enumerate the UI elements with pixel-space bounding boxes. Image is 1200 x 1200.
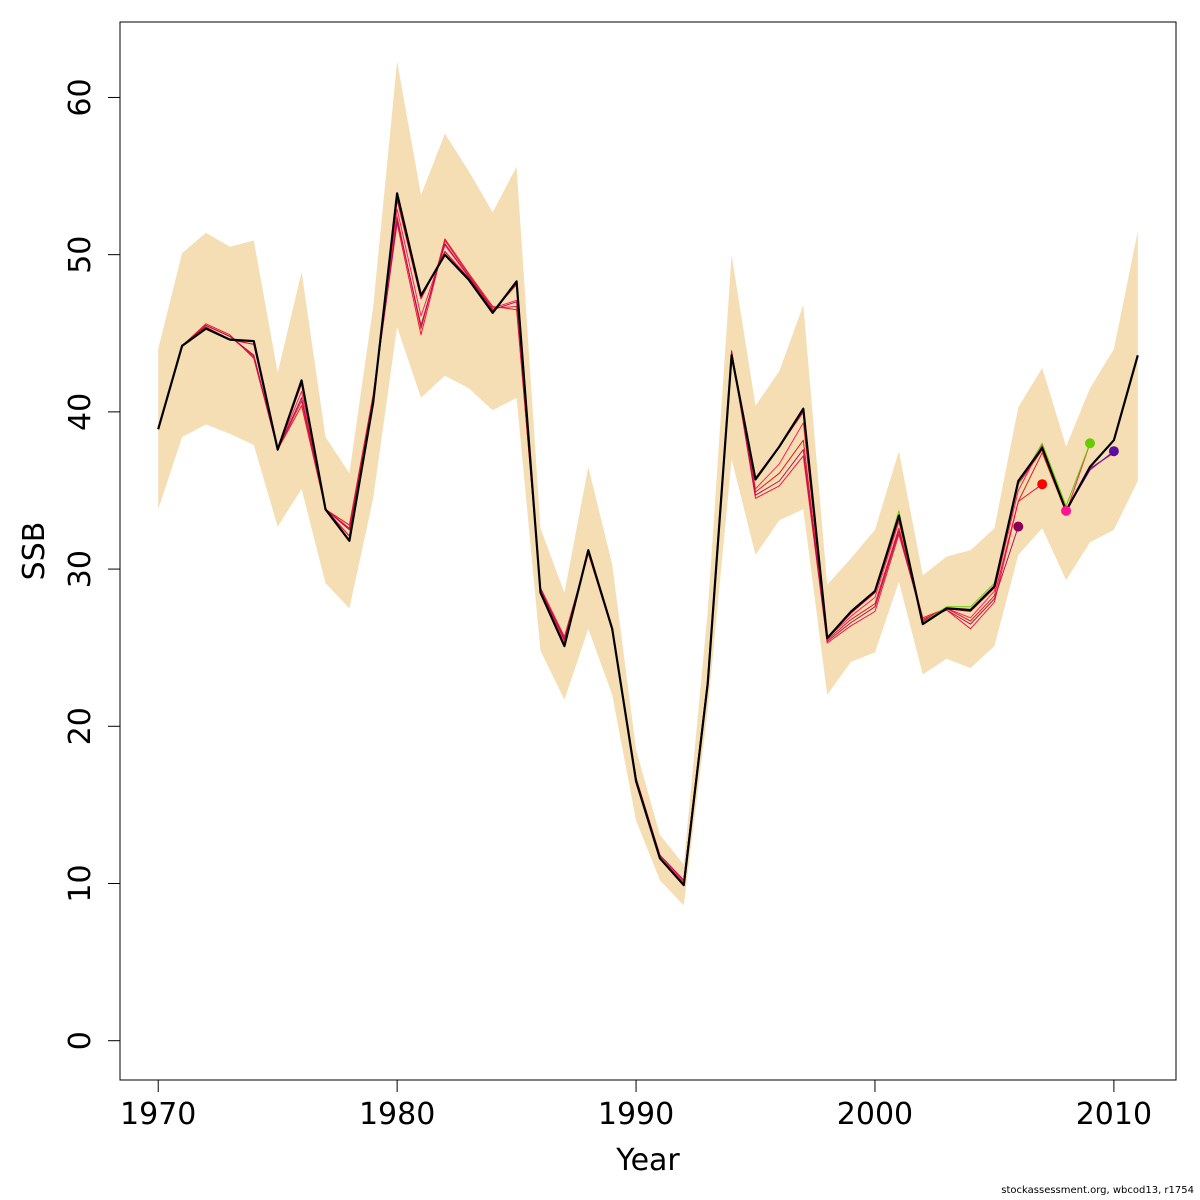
y-tick-label: 20 [63, 707, 98, 745]
series-lines [157, 192, 1139, 887]
x-tick-label: 1970 [120, 1097, 196, 1132]
series-line-0 [157, 192, 1139, 887]
credit-note: stockassessment.org, wbcod13, r1754 [1001, 1185, 1194, 1196]
y-tick-label: 50 [63, 236, 98, 274]
endpoint-marker-2009 [1085, 438, 1095, 449]
endpoint-marker-2007 [1037, 479, 1048, 490]
y-tick-label: 30 [63, 550, 98, 588]
confidence-band [158, 61, 1138, 906]
endpoint-markers [1013, 438, 1119, 532]
x-axis: 1970 1980 1990 2000 2010 [120, 1079, 1152, 1132]
y-tick-label: 60 [63, 78, 98, 116]
x-tick-label: 1980 [359, 1097, 435, 1132]
endpoint-marker-2010 [1108, 446, 1119, 457]
y-tick-label: 40 [63, 393, 98, 431]
y-axis-title: SSB [17, 522, 52, 581]
ssb-confidence-band [158, 61, 1138, 906]
endpoint-marker-2008 [1061, 505, 1072, 516]
x-tick-label: 1990 [598, 1097, 674, 1132]
y-tick-label: 0 [63, 1031, 98, 1050]
y-axis: 0 10 20 30 40 50 60 [63, 78, 121, 1050]
endpoint-marker-2006 [1013, 521, 1024, 532]
y-tick-label: 10 [63, 864, 98, 902]
x-tick-label: 2000 [837, 1097, 913, 1132]
x-axis-title: Year [615, 1143, 680, 1178]
x-tick-label: 2010 [1076, 1097, 1152, 1132]
